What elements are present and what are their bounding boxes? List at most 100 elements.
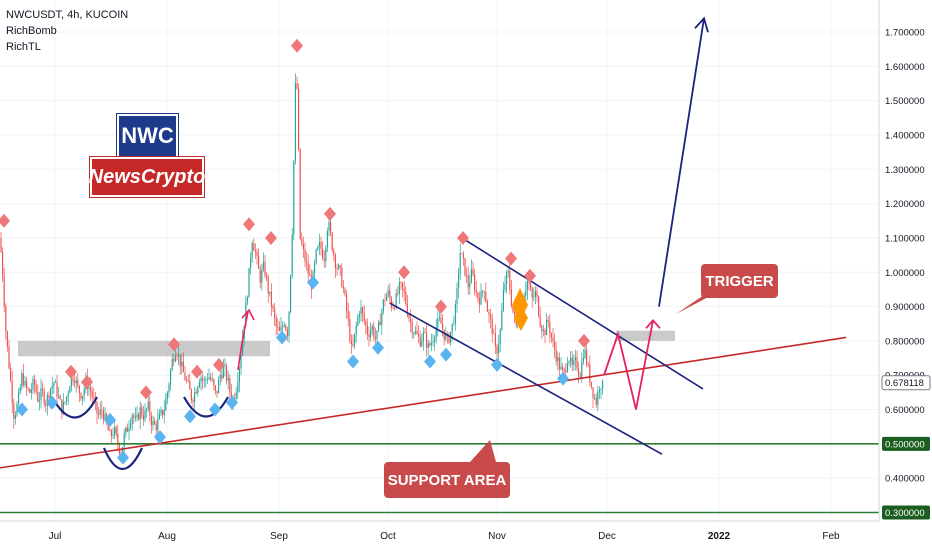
candle-body xyxy=(542,330,544,332)
candle-body xyxy=(126,427,128,432)
candle-body xyxy=(286,329,288,336)
candle-body xyxy=(277,326,279,328)
candle-body xyxy=(339,265,341,268)
candle-body xyxy=(8,346,10,369)
candle-body xyxy=(387,290,389,296)
candle-body xyxy=(600,388,602,390)
symbol-title[interactable]: NWCUSDT, 4h, KUCOIN xyxy=(6,9,129,21)
candle-body xyxy=(379,321,381,326)
candle-body xyxy=(160,410,162,414)
buy-signal-marker xyxy=(307,275,319,290)
candle-body xyxy=(547,319,549,322)
candle-body xyxy=(192,400,194,402)
candle-body xyxy=(578,368,580,376)
candle-body xyxy=(43,390,45,404)
price-tick-label: 1.100000 xyxy=(885,233,925,244)
candle-body xyxy=(10,368,12,381)
candle-body xyxy=(141,407,143,416)
candle-body xyxy=(93,397,95,399)
candle-body xyxy=(282,325,284,328)
candle-body xyxy=(486,301,488,312)
price-tick-label: 1.400000 xyxy=(885,130,925,141)
candle-body xyxy=(91,391,93,398)
buy-signal-marker xyxy=(117,450,129,465)
orange-marker-2 xyxy=(514,305,528,331)
candle-body xyxy=(264,261,266,276)
candle-body xyxy=(117,433,119,445)
candle-body xyxy=(254,250,256,252)
candle-body xyxy=(104,413,106,420)
time-tick-label: Aug xyxy=(158,531,176,542)
time-tick-label: 2022 xyxy=(708,531,731,542)
candle-body xyxy=(38,399,40,402)
candle-body xyxy=(131,415,133,424)
candle-body xyxy=(352,344,354,346)
support-area-callout: SUPPORT AREA xyxy=(384,462,510,498)
candle-body xyxy=(350,340,352,345)
current-price-label: 0.678118 xyxy=(885,378,924,389)
candle-body xyxy=(48,395,50,399)
candle-body xyxy=(13,403,15,419)
candle-body xyxy=(194,392,196,402)
indicator-richtl[interactable]: RichTL xyxy=(6,41,41,53)
candle-body xyxy=(493,333,495,335)
candle-body xyxy=(240,355,242,369)
candle-body xyxy=(571,357,573,366)
support-price-tag xyxy=(882,505,930,520)
candle-body xyxy=(464,258,466,276)
sell-signal-marker xyxy=(291,38,303,53)
breakout-arrow xyxy=(658,18,705,307)
candle-body xyxy=(267,277,269,294)
candle-body xyxy=(306,261,308,264)
candle-body xyxy=(334,255,336,269)
candle-body xyxy=(459,253,461,274)
candle-body xyxy=(152,421,154,426)
candle-body xyxy=(395,293,397,308)
candle-body xyxy=(210,377,212,380)
candle-body xyxy=(451,323,453,332)
cup-pattern-bottom xyxy=(102,447,143,470)
indicator-richbomb[interactable]: RichBomb xyxy=(6,25,57,37)
candle-body xyxy=(314,262,316,273)
candle-body xyxy=(467,275,469,288)
candle-body xyxy=(99,409,101,415)
candle-body xyxy=(422,332,424,341)
cup-pattern-right xyxy=(183,396,229,418)
candle-body xyxy=(394,307,396,309)
buy-signal-marker xyxy=(424,354,436,369)
candle-body xyxy=(331,233,333,251)
buy-signal-marker xyxy=(16,402,28,417)
candle-body xyxy=(11,380,13,404)
candle-body xyxy=(227,378,229,381)
price-tick-label: 1.500000 xyxy=(885,96,925,107)
candle-body xyxy=(507,270,509,273)
candle-body xyxy=(558,357,560,370)
candle-body xyxy=(472,269,474,275)
candle-body xyxy=(130,423,132,428)
candle-body xyxy=(29,388,31,393)
candle-body xyxy=(211,379,213,381)
candle-body xyxy=(3,276,5,307)
trend-line-channel-top xyxy=(461,237,704,390)
candle-body xyxy=(563,369,565,372)
candle-body xyxy=(149,401,151,416)
candle-body xyxy=(597,391,599,405)
candle-body xyxy=(214,385,216,391)
candles xyxy=(0,73,604,463)
candle-body xyxy=(275,317,277,327)
candle-body xyxy=(179,354,181,367)
candle-body xyxy=(384,299,386,301)
candle-body xyxy=(21,373,23,388)
candle-body xyxy=(61,399,63,414)
candle-body xyxy=(550,333,552,338)
candle-body xyxy=(280,327,282,331)
candle-body xyxy=(536,291,538,297)
candle-body xyxy=(570,357,572,362)
buy-signal-marker xyxy=(226,395,238,410)
candle-body xyxy=(184,372,186,381)
candle-body xyxy=(78,385,80,394)
newscrypto-logo: NewsCrypto xyxy=(89,157,205,197)
